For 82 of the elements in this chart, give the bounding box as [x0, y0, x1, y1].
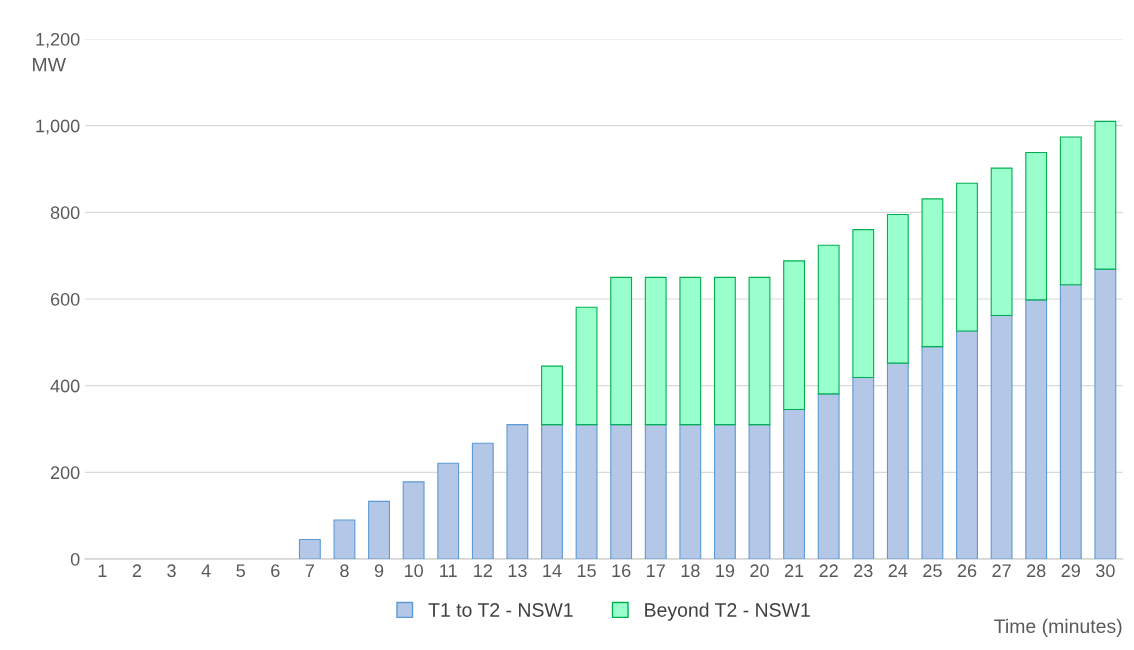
bar — [783, 260, 806, 411]
x-tick-label: 27 — [992, 564, 1011, 577]
x-tick-label: 17 — [647, 564, 665, 577]
bar — [402, 481, 425, 559]
bar — [713, 276, 736, 426]
bar — [644, 424, 667, 559]
bar — [1025, 299, 1048, 559]
bar — [852, 229, 875, 378]
x-tick-label: 29 — [1061, 564, 1080, 578]
bar — [990, 314, 1013, 559]
y-tick-label: 200 — [50, 466, 80, 480]
legend-label: Beyond T2 - NSW1 — [645, 602, 810, 621]
x-tick-label: 26 — [957, 564, 977, 578]
x-tick-label: 2 — [132, 564, 142, 577]
x-tick-label: 25 — [923, 564, 942, 578]
bar — [921, 346, 944, 559]
x-tick-label: 10 — [404, 564, 423, 578]
y-tick-label: 400 — [50, 379, 80, 393]
bar — [817, 244, 840, 395]
x-tick-label: 16 — [612, 564, 631, 578]
x-tick-label: 5 — [236, 564, 245, 578]
y-tick-label: 600 — [50, 292, 80, 306]
x-tick-label: 22 — [819, 564, 838, 577]
x-tick-label: 23 — [854, 564, 873, 578]
bar — [506, 424, 529, 559]
x-tick-label: 9 — [374, 564, 384, 578]
bar — [471, 442, 494, 559]
bar — [1025, 151, 1048, 301]
y-tick-label: 1,000 — [36, 119, 80, 135]
bar — [1094, 120, 1117, 270]
bar — [956, 330, 978, 559]
y-tick-label: 800 — [50, 206, 80, 220]
bar — [368, 500, 390, 559]
bar — [644, 276, 667, 426]
x-tick-label: 19 — [716, 564, 735, 578]
y-tick-label: 0 — [70, 552, 80, 566]
bar — [679, 424, 702, 559]
x-tick-label: 4 — [201, 564, 211, 577]
bar — [956, 182, 978, 332]
bar — [886, 362, 909, 559]
y-axis-title: MW — [33, 57, 66, 72]
x-tick-label: 30 — [1096, 564, 1115, 578]
x-tick-label: 21 — [784, 564, 804, 577]
x-tick-label: 7 — [305, 564, 314, 577]
x-tick-label: 3 — [167, 564, 176, 578]
x-tick-label: 24 — [888, 564, 908, 577]
bar — [748, 424, 771, 559]
bar — [541, 424, 563, 559]
bar — [783, 408, 806, 559]
bar — [713, 424, 736, 559]
bar — [886, 213, 909, 364]
legend-label: T1 to T2 - NSW1 — [428, 603, 573, 617]
y-tick-label: 1,200 — [36, 32, 80, 48]
bar — [817, 393, 840, 559]
x-tick-label: 15 — [577, 564, 596, 578]
x-tick-label: 8 — [340, 564, 349, 578]
bar — [575, 424, 598, 559]
x-tick-label: 6 — [271, 564, 280, 578]
bar — [437, 462, 460, 559]
x-tick-label: 14 — [543, 564, 562, 577]
bar — [298, 538, 321, 559]
bar — [1059, 136, 1082, 286]
bar — [679, 276, 702, 426]
bar — [541, 365, 563, 426]
bar — [1094, 268, 1117, 559]
bar — [748, 276, 771, 426]
bar — [610, 424, 633, 559]
bar — [852, 376, 875, 559]
x-tick-label: 12 — [474, 564, 492, 577]
bar — [921, 198, 944, 348]
bar — [333, 519, 356, 559]
x-tick-label: 11 — [440, 564, 457, 577]
bar — [610, 276, 633, 426]
x-tick-label: 13 — [508, 564, 527, 578]
x-tick-label: 20 — [750, 564, 769, 578]
bar — [1059, 284, 1082, 559]
x-tick-label: 18 — [681, 564, 700, 578]
bar — [990, 167, 1013, 317]
x-tick-label: 28 — [1027, 564, 1046, 578]
x-axis-title: Time (minutes) — [994, 618, 1122, 637]
bar — [575, 306, 598, 426]
x-tick-label: 1 — [98, 564, 107, 577]
